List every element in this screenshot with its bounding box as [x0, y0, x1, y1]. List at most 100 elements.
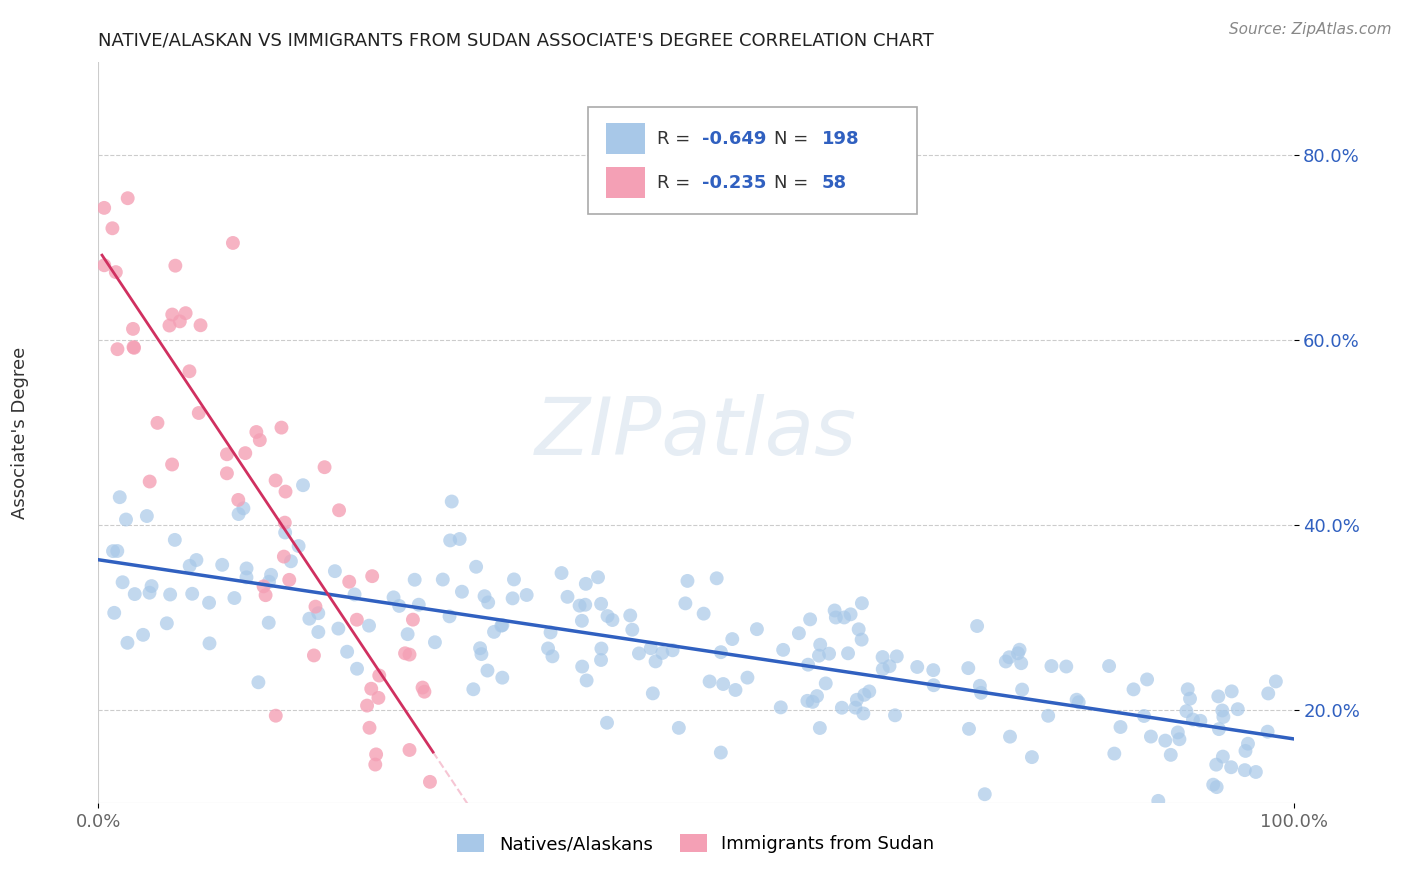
- Point: [571, 614, 593, 628]
- Point: [463, 682, 485, 697]
- Point: [502, 591, 524, 606]
- Point: [235, 561, 257, 575]
- Point: [228, 507, 250, 521]
- Point: [211, 558, 233, 572]
- Point: [104, 265, 127, 279]
- Point: [449, 532, 471, 546]
- Point: [970, 686, 993, 700]
- Point: [1104, 747, 1126, 761]
- Point: [257, 615, 280, 630]
- Point: [423, 635, 446, 649]
- Point: [163, 533, 186, 547]
- Point: [179, 364, 201, 378]
- Point: [706, 571, 728, 585]
- Point: [181, 587, 204, 601]
- Point: [1008, 642, 1031, 657]
- Text: NATIVE/ALASKAN VS IMMIGRANTS FROM SUDAN ASSOCIATE'S DEGREE CORRELATION CHART: NATIVE/ALASKAN VS IMMIGRANTS FROM SUDAN …: [98, 32, 934, 50]
- Point: [994, 655, 1017, 669]
- Point: [644, 654, 666, 668]
- Point: [1205, 780, 1227, 794]
- Point: [124, 587, 146, 601]
- Point: [93, 258, 115, 272]
- Point: [591, 641, 613, 656]
- Point: [808, 721, 831, 735]
- Point: [1168, 732, 1191, 747]
- Point: [1189, 714, 1212, 728]
- Point: [537, 641, 560, 656]
- Point: [796, 694, 818, 708]
- Point: [884, 708, 907, 723]
- Point: [1122, 682, 1144, 697]
- Point: [619, 608, 641, 623]
- Point: [287, 539, 309, 553]
- Point: [673, 596, 696, 610]
- Point: [215, 467, 238, 481]
- Point: [711, 677, 734, 691]
- Point: [264, 708, 287, 723]
- Point: [1205, 757, 1227, 772]
- Point: [640, 641, 662, 656]
- Point: [361, 569, 384, 583]
- Text: R =: R =: [657, 174, 696, 192]
- Point: [957, 722, 980, 736]
- Point: [541, 649, 564, 664]
- Point: [596, 715, 619, 730]
- Point: [103, 606, 125, 620]
- Point: [998, 650, 1021, 665]
- Point: [710, 645, 733, 659]
- Point: [366, 747, 388, 762]
- Point: [101, 221, 124, 235]
- Point: [474, 589, 496, 603]
- Point: [235, 570, 257, 584]
- Point: [468, 641, 491, 656]
- Point: [1233, 763, 1256, 777]
- Point: [1181, 713, 1204, 727]
- Point: [270, 420, 292, 434]
- Point: [1257, 724, 1279, 739]
- Point: [367, 690, 389, 705]
- Point: [359, 721, 381, 735]
- Point: [328, 622, 350, 636]
- Point: [159, 588, 181, 602]
- Text: N =: N =: [773, 129, 814, 147]
- Point: [419, 775, 441, 789]
- Point: [1154, 733, 1177, 747]
- Point: [591, 597, 613, 611]
- Point: [808, 638, 831, 652]
- Point: [162, 308, 184, 322]
- Point: [801, 695, 824, 709]
- Point: [138, 475, 160, 489]
- Point: [360, 681, 382, 696]
- Point: [187, 406, 209, 420]
- Point: [1109, 720, 1132, 734]
- Text: -0.235: -0.235: [702, 174, 766, 192]
- Point: [1007, 646, 1029, 660]
- Text: -0.649: -0.649: [702, 129, 766, 147]
- Point: [274, 516, 297, 530]
- Point: [1153, 830, 1175, 844]
- Point: [557, 590, 579, 604]
- Point: [627, 647, 650, 661]
- Point: [1234, 744, 1257, 758]
- Point: [966, 619, 988, 633]
- Point: [837, 646, 859, 660]
- Point: [160, 458, 183, 472]
- Point: [482, 624, 505, 639]
- Point: [589, 653, 612, 667]
- Point: [1211, 703, 1233, 717]
- Point: [602, 613, 624, 627]
- Point: [122, 340, 145, 354]
- Point: [1178, 691, 1201, 706]
- Point: [1257, 686, 1279, 700]
- Point: [503, 573, 526, 587]
- Point: [222, 235, 245, 250]
- Point: [346, 613, 368, 627]
- Point: [1160, 747, 1182, 762]
- Point: [274, 484, 297, 499]
- Point: [858, 684, 880, 698]
- Point: [1208, 722, 1230, 736]
- Point: [575, 673, 598, 688]
- Point: [973, 787, 995, 801]
- Point: [832, 610, 855, 624]
- Point: [575, 577, 598, 591]
